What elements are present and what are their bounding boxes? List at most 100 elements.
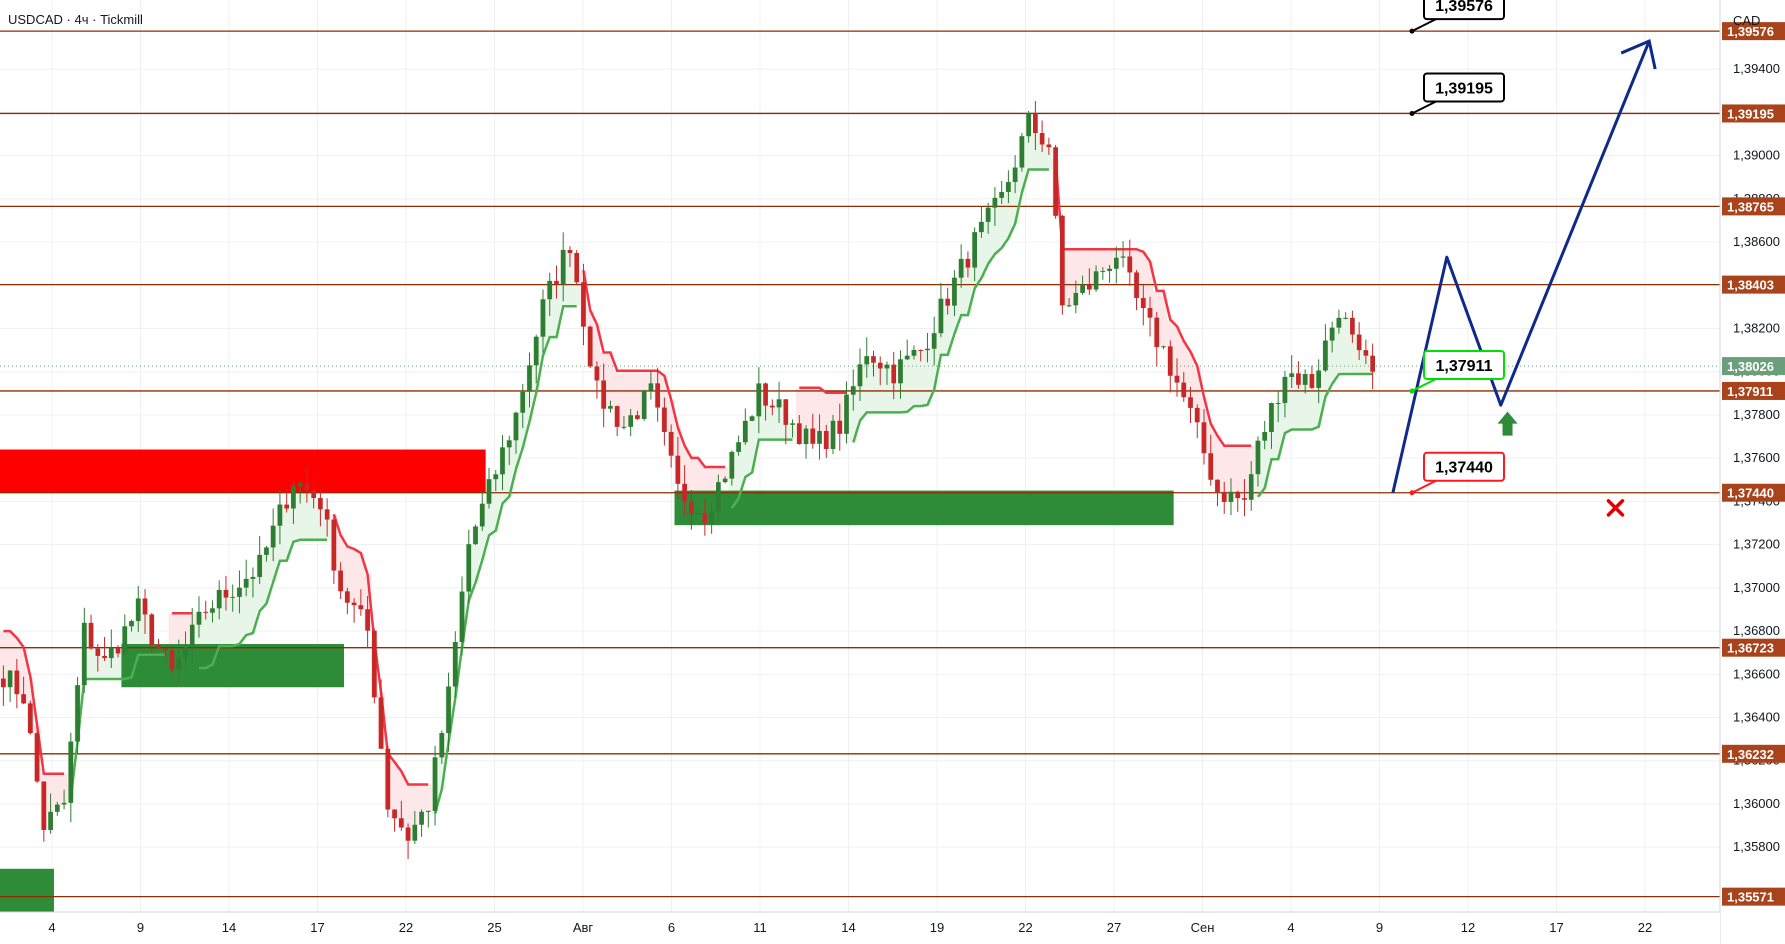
supertrend-fill-slice xyxy=(1234,445,1242,499)
supertrend-fill-slice xyxy=(640,370,648,391)
candle-up xyxy=(1228,478,1234,516)
candle-down xyxy=(965,251,971,278)
candle-down xyxy=(763,382,768,421)
svg-text:USDCAD · 4ч: USDCAD · 4ч · Tickmill xyxy=(8,12,143,27)
supertrend-fill-slice xyxy=(735,442,743,499)
candle-up xyxy=(1275,390,1281,423)
candle-body xyxy=(405,827,411,841)
candle-body xyxy=(331,519,337,571)
candle-body xyxy=(1147,308,1153,318)
candle-up xyxy=(756,367,762,434)
candle-body xyxy=(48,811,53,830)
candle-body xyxy=(938,298,944,334)
supertrend-fill-slice xyxy=(1247,445,1255,475)
supertrend-fill-slice xyxy=(863,356,871,413)
candle-body xyxy=(1208,453,1214,480)
candle-up xyxy=(729,450,735,486)
candle-body xyxy=(668,431,674,456)
candle-body xyxy=(769,405,775,408)
supertrend-fill-slice xyxy=(6,631,14,671)
candle-up xyxy=(1269,402,1274,449)
candle-down xyxy=(668,424,674,468)
candle-body xyxy=(560,249,566,285)
candle-down xyxy=(1059,214,1065,315)
candle-body xyxy=(1329,327,1335,341)
callout-pointer xyxy=(1411,18,1437,33)
candle-body xyxy=(95,648,101,656)
candle-body xyxy=(1174,375,1180,383)
supertrend-fill-slice xyxy=(60,773,68,803)
candle-body xyxy=(587,326,593,367)
candle-body xyxy=(1356,334,1362,351)
supertrend-up-line xyxy=(199,538,328,670)
candle-down xyxy=(1086,268,1092,295)
candle-body xyxy=(1201,422,1207,454)
candle-down xyxy=(14,658,20,709)
supertrend-fill-slice xyxy=(391,762,399,819)
candle-down xyxy=(837,403,843,451)
level-label-bg xyxy=(1722,483,1785,502)
price-axis[interactable]: 1,358001,360001,362001,364001,366001,368… xyxy=(1722,22,1785,906)
callout-anchor-dot xyxy=(1409,490,1415,496)
candle-body xyxy=(1140,298,1146,309)
candle-up xyxy=(621,415,627,430)
candle-body xyxy=(1350,317,1355,335)
supertrend-fill-slice xyxy=(168,613,176,670)
candle-body xyxy=(594,366,600,381)
candles xyxy=(1,100,1375,860)
time-axis-panel[interactable] xyxy=(0,912,1720,944)
candle-up xyxy=(48,793,53,834)
time-tick-label: 22 xyxy=(1018,920,1032,935)
candle-body xyxy=(979,221,984,233)
support-zone xyxy=(674,490,1174,526)
price-axis-panel[interactable] xyxy=(1720,0,1785,944)
candle-body xyxy=(1046,144,1052,148)
candle-body xyxy=(115,647,121,654)
supertrend-fill-slice xyxy=(478,503,486,560)
supertrend-fill-slice xyxy=(829,392,837,421)
candle-body xyxy=(419,811,424,825)
level-price-label: 1,37911 xyxy=(1727,384,1773,399)
candle-body xyxy=(776,399,782,408)
supertrend-fill-slice xyxy=(175,613,183,658)
candle-up xyxy=(250,567,256,598)
candle-body xyxy=(641,390,647,419)
time-axis[interactable]: 4 9 14 17 22 25 Авг 6 11 14 19 22 27 Сен 4 9 12 17 22 xyxy=(48,920,1652,935)
candle-down xyxy=(1208,434,1214,486)
price-tick-label: 1,37000 xyxy=(1733,580,1780,595)
candle-body xyxy=(911,349,917,356)
projection xyxy=(1391,38,1657,494)
supertrend-fill-slice xyxy=(195,611,203,669)
candle-body xyxy=(41,781,47,830)
callout-box xyxy=(1423,72,1505,103)
candle-up xyxy=(432,745,438,826)
candle-body xyxy=(371,630,377,698)
candle-body xyxy=(459,591,465,642)
symbol-header[interactable]: USDCAD · 4ч · Tickmill xyxy=(8,12,143,27)
candle-body xyxy=(189,624,195,647)
supertrend-down-line xyxy=(582,270,726,469)
candle-up xyxy=(257,535,263,584)
candle-up xyxy=(830,414,836,454)
candle-down xyxy=(34,731,40,784)
candle-body xyxy=(763,383,768,406)
candle-down xyxy=(115,645,121,658)
supertrend-fill-slice xyxy=(822,392,830,449)
candle-body xyxy=(102,655,107,659)
projection-path xyxy=(1391,40,1651,494)
time-tick-label: 4 xyxy=(48,920,55,935)
candle-down xyxy=(574,249,580,285)
candle-body xyxy=(122,626,128,654)
candle-down xyxy=(689,490,694,530)
candle-body xyxy=(547,280,553,300)
candle-up xyxy=(560,232,566,302)
candle-up xyxy=(419,809,424,837)
price-callout: 1,37440 xyxy=(1409,451,1505,496)
price-tick-label: 1,37600 xyxy=(1733,450,1780,465)
candle-body xyxy=(277,504,283,526)
candle-body xyxy=(931,333,937,349)
candle-up xyxy=(999,180,1005,205)
time-tick-label: 4 xyxy=(1287,920,1294,935)
